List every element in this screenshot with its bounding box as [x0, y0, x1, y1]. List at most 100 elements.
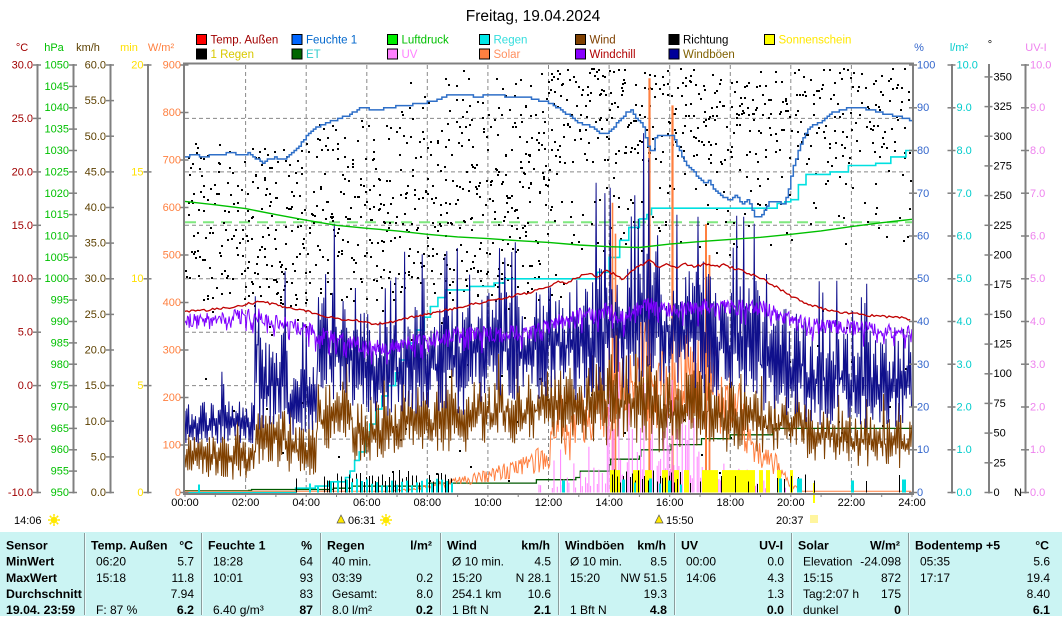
svg-text:175: 175 [881, 587, 901, 601]
svg-text:6.2: 6.2 [177, 603, 194, 617]
svg-text:Temp. Außen: Temp. Außen [211, 35, 279, 47]
svg-text:10.0: 10.0 [957, 60, 978, 72]
svg-text:W/m²: W/m² [148, 42, 175, 54]
svg-text:-5.0: -5.0 [14, 434, 33, 446]
svg-text:5.7: 5.7 [177, 555, 194, 569]
svg-text:300: 300 [994, 131, 1012, 143]
svg-text:275: 275 [994, 160, 1012, 172]
svg-text:3.0: 3.0 [1030, 359, 1045, 371]
svg-text:20:37: 20:37 [776, 515, 804, 527]
svg-text:1000: 1000 [45, 273, 69, 285]
svg-text:14:06: 14:06 [686, 571, 716, 585]
svg-text:Solar: Solar [494, 49, 521, 61]
svg-text:11.8: 11.8 [172, 571, 195, 585]
svg-text:125: 125 [994, 339, 1012, 351]
svg-text:10.0: 10.0 [1030, 60, 1051, 72]
svg-text:0.0: 0.0 [91, 487, 106, 499]
svg-text:4.3: 4.3 [767, 571, 784, 585]
svg-text:8.0: 8.0 [1030, 145, 1045, 157]
svg-text:6.0: 6.0 [1030, 231, 1045, 243]
svg-text:Regen: Regen [327, 539, 365, 553]
svg-text:20.0: 20.0 [85, 345, 106, 357]
svg-text:35.0: 35.0 [85, 238, 106, 250]
svg-text:1 Regen: 1 Regen [211, 49, 254, 61]
svg-text:Gesamt:: Gesamt: [332, 587, 377, 601]
svg-text:Durchschnitt: Durchschnitt [6, 587, 82, 601]
svg-text:8.5: 8.5 [650, 555, 667, 569]
svg-text:970: 970 [51, 402, 69, 414]
svg-text:00:00: 00:00 [171, 497, 199, 509]
svg-text:254.1 km: 254.1 km [452, 587, 501, 601]
svg-text:64: 64 [300, 555, 314, 569]
svg-text:15: 15 [131, 166, 143, 178]
svg-text:km/h: km/h [521, 539, 550, 553]
svg-text:Elevation: Elevation [803, 555, 852, 569]
svg-text:995: 995 [51, 295, 69, 307]
svg-text:1045: 1045 [45, 81, 69, 93]
svg-text:0.0: 0.0 [18, 380, 33, 392]
svg-text:-24.098: -24.098 [860, 555, 901, 569]
svg-text:MinWert: MinWert [6, 555, 54, 569]
svg-text:5.0: 5.0 [91, 451, 106, 463]
svg-text:10: 10 [917, 444, 929, 456]
svg-text:1030: 1030 [45, 145, 69, 157]
svg-text:7.0: 7.0 [1030, 188, 1045, 200]
svg-text:0: 0 [137, 487, 143, 499]
svg-text:1040: 1040 [45, 102, 69, 114]
svg-text:ET: ET [306, 49, 321, 61]
svg-text:1025: 1025 [45, 166, 69, 178]
svg-text:Windböen: Windböen [565, 539, 624, 553]
svg-text:Windchill: Windchill [590, 49, 636, 61]
svg-text:Windböen: Windböen [683, 49, 735, 61]
svg-text:05:35: 05:35 [920, 555, 950, 569]
svg-text:W/m²: W/m² [870, 539, 900, 553]
svg-text:15.0: 15.0 [12, 220, 33, 232]
svg-text:04:00: 04:00 [292, 497, 320, 509]
svg-text:0: 0 [894, 603, 901, 617]
svg-text:15:20: 15:20 [452, 571, 482, 585]
svg-text:N: N [1014, 487, 1022, 499]
svg-text:08:00: 08:00 [414, 497, 442, 509]
svg-text:100: 100 [163, 440, 181, 452]
svg-text:dunkel: dunkel [803, 603, 838, 617]
svg-text:1.0: 1.0 [957, 444, 972, 456]
svg-text:60.0: 60.0 [85, 60, 106, 72]
svg-text:0.2: 0.2 [416, 571, 433, 585]
svg-text:60: 60 [917, 231, 929, 243]
svg-text:1010: 1010 [45, 231, 69, 243]
svg-text:50.0: 50.0 [85, 131, 106, 143]
svg-text:0.0: 0.0 [767, 555, 784, 569]
svg-text:1.0: 1.0 [1030, 444, 1045, 456]
svg-text:Wind: Wind [447, 539, 477, 553]
svg-text:15.0: 15.0 [85, 380, 106, 392]
svg-text:1050: 1050 [45, 60, 69, 72]
svg-text:-10.0: -10.0 [8, 487, 33, 499]
svg-text:900: 900 [163, 60, 181, 72]
svg-text:150: 150 [994, 309, 1012, 321]
svg-text:700: 700 [163, 155, 181, 167]
svg-text:87: 87 [299, 603, 313, 617]
svg-text:350: 350 [994, 71, 1012, 83]
svg-text:00:00: 00:00 [686, 555, 716, 569]
svg-text:15:20: 15:20 [570, 571, 600, 585]
svg-text:18:28: 18:28 [213, 555, 243, 569]
svg-text:8.40: 8.40 [1027, 587, 1051, 601]
svg-text:17:17: 17:17 [920, 571, 950, 585]
svg-text:70: 70 [917, 188, 929, 200]
svg-text:250: 250 [994, 190, 1012, 202]
svg-text:°C: °C [1035, 539, 1049, 553]
svg-text:4.5: 4.5 [534, 555, 551, 569]
svg-text:2.0: 2.0 [1030, 402, 1045, 414]
svg-text:955: 955 [51, 466, 69, 478]
svg-text:Feuchte 1: Feuchte 1 [208, 539, 266, 553]
svg-text:7.94: 7.94 [171, 587, 195, 601]
svg-text:19.04. 23:59: 19.04. 23:59 [6, 603, 75, 617]
svg-text:Ø 10 min.: Ø 10 min. [570, 555, 622, 569]
svg-text:1.3: 1.3 [767, 587, 784, 601]
svg-text:%: % [914, 42, 924, 54]
svg-text:°C: °C [179, 539, 193, 553]
svg-text:5.0: 5.0 [1030, 273, 1045, 285]
svg-text:5.0: 5.0 [18, 327, 33, 339]
svg-text:km/h: km/h [76, 42, 100, 54]
svg-text:14:06: 14:06 [14, 515, 42, 527]
